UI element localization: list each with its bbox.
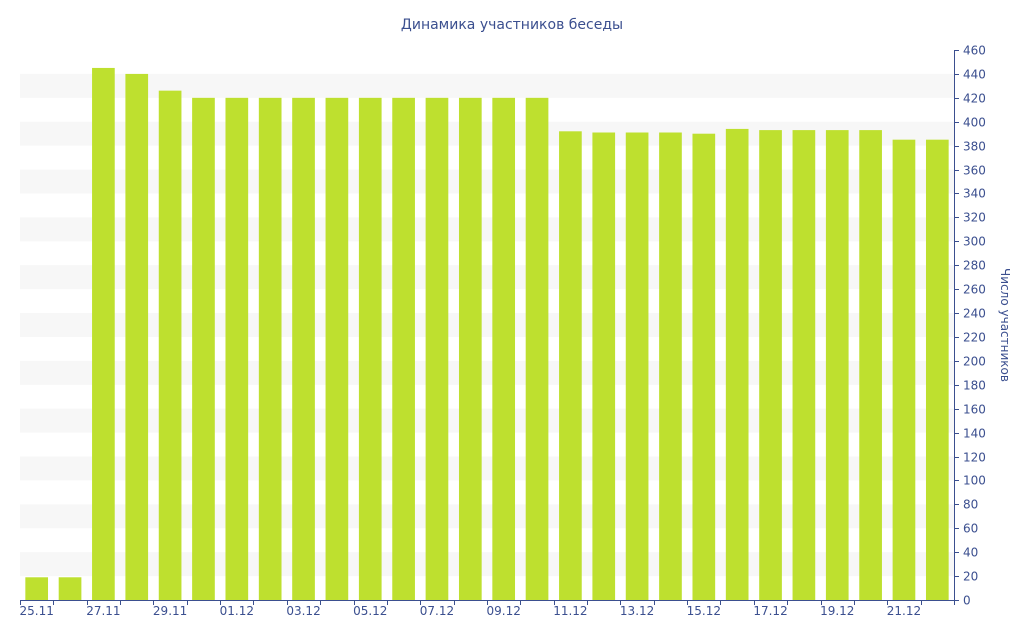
y-tick-label: 400: [963, 116, 986, 130]
bar: [425, 97, 449, 601]
x-tick-label: 19.12: [820, 604, 854, 618]
y-tick-label: 120: [963, 451, 986, 465]
bar: [225, 97, 249, 601]
grid-band: [20, 408, 954, 433]
y-tick-label: 300: [963, 235, 986, 249]
grid-band: [20, 73, 954, 98]
bar: [258, 97, 282, 601]
y-tick-label: 100: [963, 474, 986, 488]
bar: [25, 577, 49, 600]
bar: [559, 131, 582, 600]
y-axis: 0 20 40 60 80 100 120 140 160 180 200 220 240 260 280 3…: [954, 44, 986, 608]
y-tick-label: 0: [963, 594, 971, 608]
grid-band: [20, 456, 954, 481]
y-tick-label: 140: [963, 427, 986, 441]
bar: [125, 73, 149, 601]
x-tick-label: 09.12: [486, 604, 520, 618]
bar: [492, 97, 516, 601]
y-tick-label: 320: [963, 211, 986, 225]
x-tick-label: 29.11: [153, 604, 187, 618]
x-tick-label: 21.12: [887, 604, 921, 618]
bar: [759, 130, 782, 600]
bar: [925, 139, 949, 600]
grid-band: [20, 121, 954, 146]
bar: [358, 97, 382, 601]
x-tick-label: 01.12: [220, 604, 254, 618]
bar: [592, 132, 616, 600]
grid-band: [20, 313, 954, 337]
x-axis: 25.11 27.11 29.11 01.12 03.12 05.12 07.12 09.12…: [19, 600, 955, 618]
x-tick-label: 27.11: [86, 604, 120, 618]
bar: [458, 97, 482, 601]
x-tick-label: 11.12: [553, 604, 587, 618]
bars: [25, 67, 949, 601]
x-tick-label: 13.12: [620, 604, 654, 618]
y-tick-label: 20: [963, 570, 978, 584]
grid-band: [20, 552, 954, 577]
grid-band: [20, 504, 954, 529]
bar: [659, 132, 682, 600]
y-tick-label: 440: [963, 68, 986, 82]
grid-band: [20, 169, 954, 194]
bar: [825, 130, 849, 600]
y-tick-label: 200: [963, 355, 986, 369]
bar: [792, 130, 816, 600]
y-tick-label: 380: [963, 140, 986, 154]
y-tick-label: 260: [963, 283, 986, 297]
y-axis-label: Число участников: [998, 268, 1012, 382]
y-tick-label: 80: [963, 498, 978, 512]
grid-band: [20, 360, 954, 385]
y-tick-label: 60: [963, 522, 978, 536]
bar: [625, 132, 649, 600]
x-tick-label: 25.11: [19, 604, 53, 618]
x-tick-label: 15.12: [687, 604, 721, 618]
bar: [192, 97, 215, 601]
bar: [92, 67, 115, 600]
bar: [725, 128, 749, 601]
bar: [58, 577, 82, 600]
bar: [892, 139, 916, 600]
bar: [392, 97, 415, 601]
bar: [692, 133, 716, 600]
bar: [525, 97, 549, 601]
chart-title: Динамика участников беседы: [401, 17, 623, 33]
bar: [292, 97, 315, 601]
y-tick-label: 340: [963, 187, 986, 201]
bar: [859, 130, 882, 600]
y-tick-label: 240: [963, 307, 986, 321]
y-tick-label: 460: [963, 44, 986, 58]
bar: [325, 97, 349, 601]
y-tick-label: 420: [963, 92, 986, 106]
x-tick-label: 03.12: [286, 604, 320, 618]
y-tick-label: 40: [963, 546, 978, 560]
grid-bands: [20, 73, 954, 577]
y-tick-label: 180: [963, 379, 986, 393]
x-tick-label: 07.12: [420, 604, 454, 618]
grid-band: [20, 217, 954, 242]
y-tick-label: 220: [963, 331, 986, 345]
x-tick-label: 17.12: [753, 604, 787, 618]
y-tick-label: 280: [963, 259, 986, 273]
grid-band: [20, 265, 954, 290]
bar: [158, 90, 182, 601]
y-tick-label: 160: [963, 403, 986, 417]
y-tick-label: 360: [963, 164, 986, 178]
x-tick-label: 05.12: [353, 604, 387, 618]
